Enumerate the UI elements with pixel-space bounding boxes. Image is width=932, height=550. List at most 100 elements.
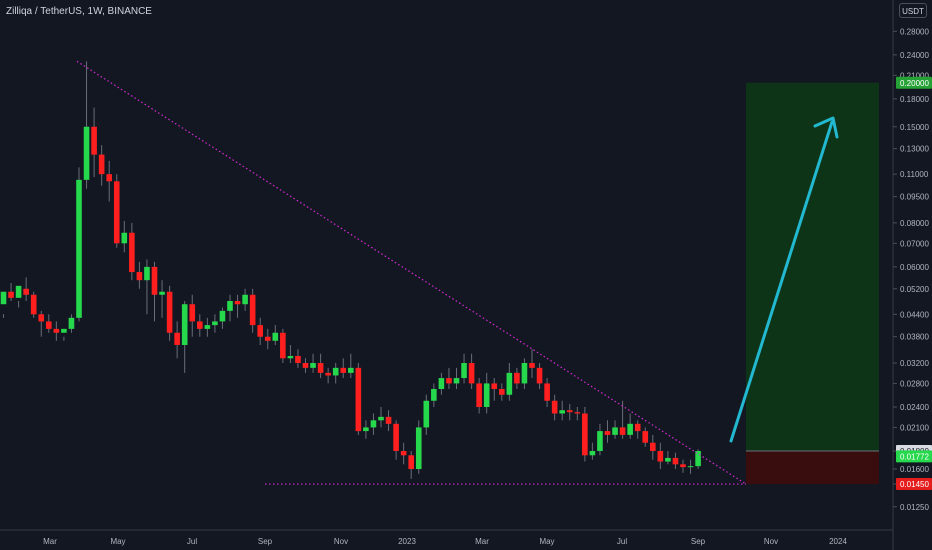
- stop-zone: [746, 450, 879, 485]
- candle-body: [61, 328, 67, 333]
- candle-body: [529, 363, 535, 368]
- candle-body: [106, 174, 112, 182]
- price-tick-label: 0.18000: [900, 95, 929, 104]
- price-tick-label: 0.11000: [900, 170, 929, 179]
- candle-body: [634, 423, 641, 432]
- candle-body: [280, 332, 286, 359]
- candle-body: [302, 363, 309, 368]
- candle-body: [370, 420, 377, 428]
- candle-body: [272, 332, 279, 341]
- candle-body: [619, 427, 626, 435]
- candle-body: [393, 423, 399, 451]
- price-tick-label: 0.21000: [900, 71, 929, 80]
- price-tick-label: 0.01600: [900, 465, 929, 474]
- price-tick-label: 0.24000: [900, 51, 929, 60]
- time-tick-label: 2024: [829, 537, 847, 546]
- candle-body: [91, 126, 97, 155]
- candle-body: [15, 285, 22, 298]
- candles: [0, 61, 701, 479]
- candle-body: [287, 356, 294, 359]
- candle-body: [650, 442, 656, 451]
- price-badge-label-target: 0.20000: [900, 79, 929, 88]
- time-tick-label: May: [539, 537, 554, 546]
- time-tick-label: Mar: [475, 537, 489, 546]
- candle-body: [695, 450, 701, 467]
- currency-button[interactable]: USDT: [899, 3, 927, 18]
- price-tick-label: 0.05200: [900, 285, 929, 294]
- candle-body: [657, 450, 664, 462]
- candle-body: [166, 291, 173, 333]
- price-tick-label: 0.09500: [900, 193, 929, 202]
- candle-body: [423, 400, 430, 428]
- candle-body: [627, 423, 633, 435]
- time-tick-label: Nov: [764, 537, 778, 546]
- candle-body: [113, 181, 120, 244]
- candle-body: [249, 294, 256, 326]
- candle-body: [476, 383, 482, 407]
- price-tick-label: 0.07000: [900, 239, 929, 248]
- time-tick-label: Sep: [258, 537, 273, 546]
- candle-body: [136, 272, 143, 281]
- time-tick-label: May: [110, 537, 125, 546]
- candle-body: [438, 378, 445, 389]
- candle-body: [0, 291, 7, 305]
- time-tick-label: 2023: [398, 537, 416, 546]
- candle-body: [642, 431, 649, 443]
- candle-body: [415, 427, 422, 470]
- candle-body: [197, 321, 203, 329]
- candle-body: [574, 412, 581, 414]
- candle-body: [30, 294, 37, 315]
- candle-body: [242, 294, 248, 305]
- candle-body: [680, 464, 686, 468]
- candle-body: [385, 416, 392, 424]
- candle-body: [521, 363, 528, 384]
- candle-body: [144, 266, 150, 281]
- candle-body: [46, 321, 52, 329]
- candle-body: [483, 383, 490, 407]
- candle-body: [551, 400, 558, 414]
- candle-body: [38, 314, 45, 322]
- candle-body: [295, 356, 301, 364]
- candle-body: [8, 291, 14, 298]
- candle-body: [181, 304, 188, 345]
- candle-body: [174, 332, 180, 345]
- candle-body: [355, 367, 362, 432]
- candle-body: [189, 304, 196, 322]
- candle-body: [400, 450, 407, 456]
- candle-body: [687, 466, 694, 468]
- candle-body: [83, 126, 90, 180]
- time-tick-label: Jul: [187, 537, 197, 546]
- price-tick-label: 0.02100: [900, 423, 929, 432]
- candle-body: [76, 179, 82, 318]
- candle-body: [325, 372, 331, 376]
- price-badge-target: [896, 76, 932, 89]
- candle-body: [212, 321, 218, 326]
- candle-body: [514, 372, 520, 384]
- candle-body: [340, 367, 347, 373]
- candle-body: [98, 154, 105, 175]
- time-tick-label: Mar: [43, 537, 57, 546]
- candle-body: [589, 450, 596, 456]
- target-zone: [746, 82, 879, 451]
- candle-body: [491, 383, 498, 389]
- candle-body: [264, 336, 271, 341]
- time-tick-label: Jul: [617, 537, 627, 546]
- candle-body: [53, 328, 60, 333]
- price-tick-label: 0.08000: [900, 219, 929, 228]
- candle-body: [499, 388, 505, 395]
- candle-body: [665, 457, 671, 462]
- candle-body: [129, 232, 135, 273]
- price-tick-label: 0.02800: [900, 379, 929, 388]
- candle-body: [544, 383, 550, 401]
- candle-body: [468, 363, 475, 384]
- candle-body: [536, 367, 543, 384]
- candle-body: [68, 317, 75, 329]
- candle-body: [121, 232, 128, 244]
- candle-body: [597, 431, 603, 451]
- price-badge-label-last: 0.01772: [900, 452, 929, 461]
- candle-body: [582, 413, 588, 456]
- candle-body: [151, 266, 158, 295]
- time-tick-label: Sep: [691, 537, 706, 546]
- candle-body: [446, 378, 452, 384]
